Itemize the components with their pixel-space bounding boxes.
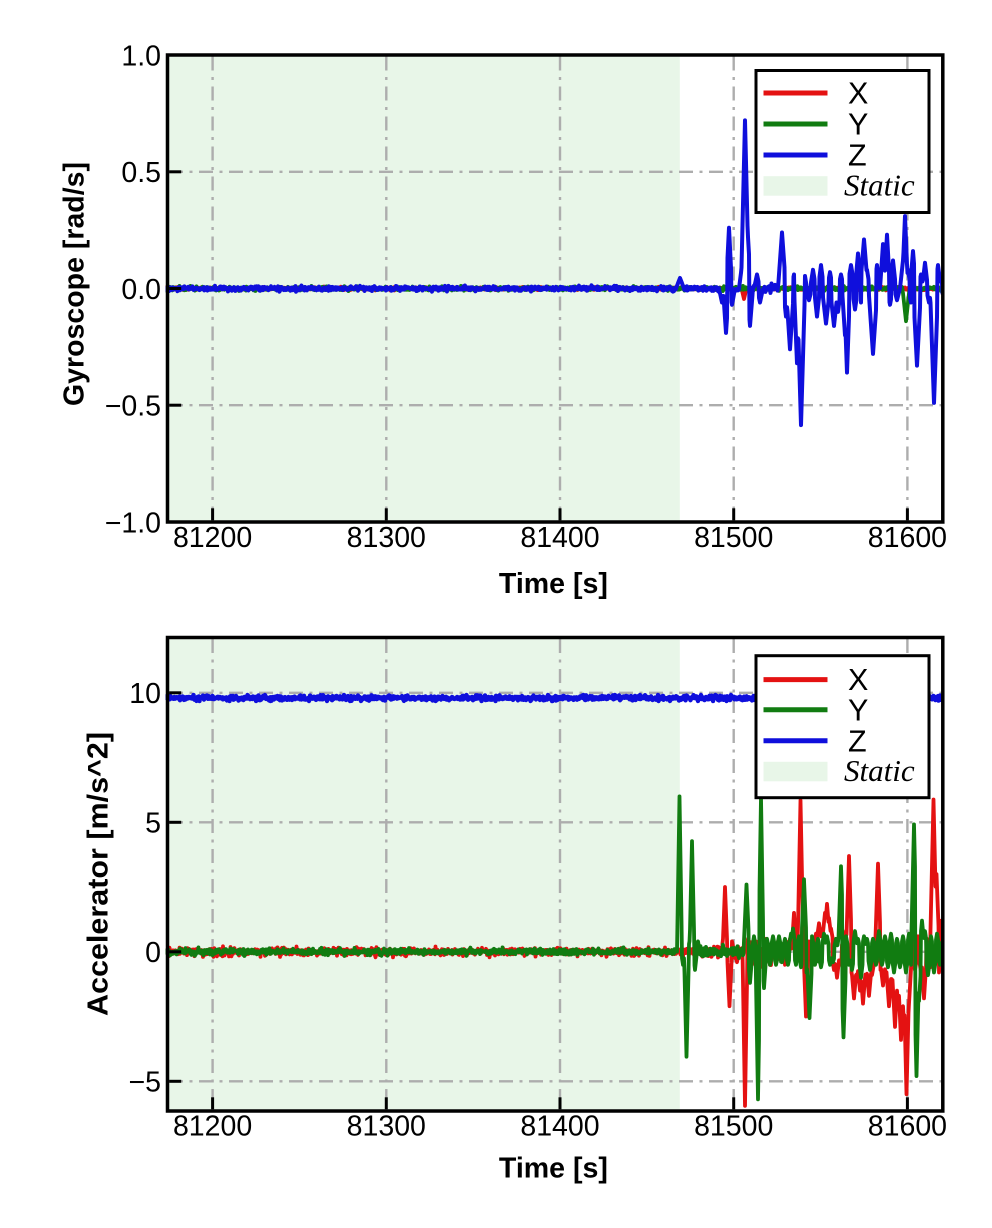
svg-text:Static: Static <box>844 168 915 203</box>
svg-text:Static: Static <box>844 753 915 788</box>
svg-text:81200: 81200 <box>173 1110 252 1142</box>
svg-text:81600: 81600 <box>868 1110 947 1142</box>
svg-text:X: X <box>848 663 868 697</box>
svg-text:Gyroscope [rad/s]: Gyroscope [rad/s] <box>59 162 91 406</box>
svg-text:Y: Y <box>848 693 868 727</box>
svg-text:10: 10 <box>129 678 161 710</box>
svg-text:X: X <box>848 77 868 111</box>
svg-text:Z: Z <box>848 724 867 758</box>
svg-text:1.0: 1.0 <box>121 40 161 72</box>
svg-text:81200: 81200 <box>173 522 252 554</box>
svg-text:81600: 81600 <box>868 522 947 554</box>
svg-text:81300: 81300 <box>347 1110 426 1142</box>
svg-text:Y: Y <box>848 108 868 142</box>
svg-text:Accelerator [m/s^2]: Accelerator [m/s^2] <box>82 732 114 1016</box>
svg-text:−0.5: −0.5 <box>105 391 161 423</box>
svg-text:81400: 81400 <box>520 522 599 554</box>
svg-text:0.0: 0.0 <box>121 274 161 306</box>
svg-text:Time [s]: Time [s] <box>499 568 608 600</box>
svg-text:−1.0: −1.0 <box>105 507 161 539</box>
svg-text:Z: Z <box>848 139 867 173</box>
svg-text:5: 5 <box>145 808 161 840</box>
svg-text:81500: 81500 <box>694 522 773 554</box>
svg-text:81400: 81400 <box>520 1110 599 1142</box>
svg-text:−5: −5 <box>129 1067 162 1099</box>
svg-text:81500: 81500 <box>694 1110 773 1142</box>
svg-text:81300: 81300 <box>347 522 426 554</box>
svg-text:0: 0 <box>145 937 161 969</box>
svg-text:0.5: 0.5 <box>121 157 161 189</box>
svg-text:Time [s]: Time [s] <box>499 1153 608 1185</box>
